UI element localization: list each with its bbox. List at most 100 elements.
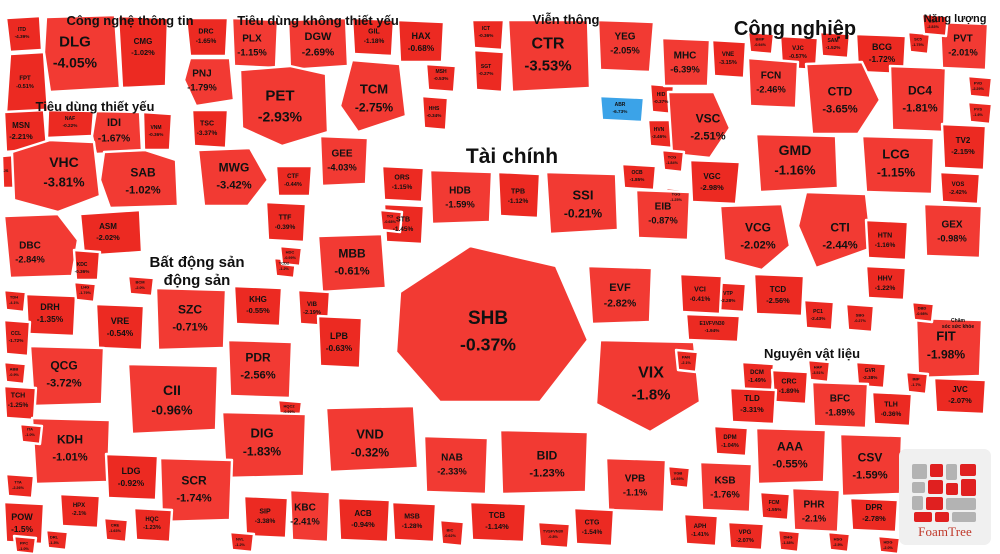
- treemap-cell[interactable]: [506, 18, 592, 94]
- treemap-cell[interactable]: [232, 284, 284, 328]
- treemap-cell[interactable]: [422, 434, 490, 496]
- treemap-cell[interactable]: [754, 132, 840, 194]
- treemap-cell[interactable]: [752, 272, 806, 318]
- treemap-cell[interactable]: [710, 38, 748, 80]
- treemap-cell[interactable]: [141, 110, 174, 152]
- treemap-cell[interactable]: [472, 48, 506, 94]
- treemap-cell[interactable]: [802, 298, 836, 332]
- treemap-cell[interactable]: [238, 64, 330, 148]
- treemap-cell[interactable]: [190, 108, 230, 150]
- treemap-cell[interactable]: [844, 302, 876, 334]
- treemap-cell[interactable]: [2, 500, 46, 546]
- treemap-cell[interactable]: [678, 272, 724, 316]
- treemap-cell[interactable]: [596, 18, 656, 74]
- treemap-cell[interactable]: [4, 14, 44, 54]
- treemap-cell[interactable]: [906, 30, 932, 56]
- treemap-cell[interactable]: [226, 338, 294, 400]
- treemap-cell[interactable]: [920, 12, 950, 38]
- treemap-cell[interactable]: [2, 288, 28, 314]
- treemap-cell[interactable]: [318, 134, 370, 188]
- treemap-cell[interactable]: [274, 164, 314, 198]
- treemap-cell[interactable]: [544, 170, 620, 236]
- treemap-cell[interactable]: [838, 432, 904, 498]
- treemap-cell[interactable]: [932, 376, 988, 416]
- treemap-cell[interactable]: [196, 146, 270, 208]
- treemap-cell[interactable]: [4, 472, 36, 500]
- treemap-cell[interactable]: [470, 18, 506, 52]
- treemap-cell[interactable]: [796, 190, 874, 270]
- treemap-cell[interactable]: [910, 300, 936, 324]
- treemap-cell[interactable]: [660, 148, 686, 174]
- cells-layer[interactable]: [0, 12, 994, 554]
- treemap-cell[interactable]: [938, 170, 982, 206]
- treemap-cell[interactable]: [746, 56, 800, 110]
- treemap-cell[interactable]: [184, 16, 230, 58]
- treemap-cell[interactable]: [126, 274, 156, 298]
- treemap-cell[interactable]: [712, 424, 750, 458]
- treemap-cell[interactable]: [58, 492, 102, 530]
- treemap-cell[interactable]: [536, 520, 572, 550]
- treemap-cell[interactable]: [420, 94, 450, 132]
- treemap-cell[interactable]: [684, 312, 742, 344]
- treemap-cell[interactable]: [338, 58, 408, 134]
- treemap-cell[interactable]: [286, 16, 350, 72]
- treemap-cell[interactable]: [904, 370, 930, 396]
- treemap-cell[interactable]: [336, 496, 392, 544]
- treemap-cell[interactable]: [394, 244, 590, 404]
- treemap-cell[interactable]: [938, 20, 990, 72]
- treemap-cell[interactable]: [876, 534, 902, 554]
- treemap-cell[interactable]: [860, 134, 936, 196]
- treemap-cell[interactable]: [316, 314, 364, 370]
- treemap-cell[interactable]: [380, 164, 426, 204]
- treemap-cell[interactable]: [350, 16, 396, 58]
- treemap-cell[interactable]: [966, 74, 994, 100]
- treemap-cell[interactable]: [104, 452, 160, 502]
- treemap-cell[interactable]: [746, 30, 776, 56]
- treemap-cell[interactable]: [78, 208, 144, 258]
- treemap-cell[interactable]: [2, 212, 80, 280]
- treemap-cell[interactable]: [94, 302, 146, 352]
- treemap-cell[interactable]: [726, 520, 766, 552]
- treemap-cell[interactable]: [12, 534, 38, 554]
- treemap-cell[interactable]: [666, 90, 732, 160]
- treemap-cell[interactable]: [28, 344, 106, 408]
- treemap-cell[interactable]: [864, 264, 908, 302]
- treemap-cell[interactable]: [2, 318, 32, 358]
- treemap-cell[interactable]: [242, 494, 290, 540]
- treemap-cell[interactable]: [2, 360, 28, 386]
- treemap-cell[interactable]: [914, 316, 984, 380]
- treemap-cell[interactable]: [740, 360, 776, 394]
- treemap-cell[interactable]: [10, 138, 102, 214]
- treemap-cell[interactable]: [126, 362, 220, 436]
- treemap-cell[interactable]: [44, 528, 70, 552]
- treemap-cell[interactable]: [468, 500, 528, 544]
- treemap-cell[interactable]: [42, 13, 122, 94]
- treemap-cell[interactable]: [864, 218, 910, 262]
- treemap-cell[interactable]: [826, 530, 852, 554]
- treemap-cell[interactable]: [776, 528, 802, 554]
- treemap-cell[interactable]: [228, 530, 256, 554]
- treemap-cell[interactable]: [598, 94, 646, 124]
- treemap-cell[interactable]: [154, 286, 228, 352]
- treemap-cell[interactable]: [770, 368, 810, 406]
- treemap-cell[interactable]: [220, 410, 308, 480]
- treemap-cell[interactable]: [278, 244, 304, 268]
- treemap-cell[interactable]: [72, 248, 102, 282]
- treemap-cell[interactable]: [940, 122, 988, 172]
- treemap-cell[interactable]: [888, 64, 948, 134]
- treemap-cell[interactable]: [18, 422, 44, 446]
- treemap-cell[interactable]: [966, 100, 994, 126]
- treemap-cell[interactable]: [594, 338, 702, 434]
- treemap-cell[interactable]: [132, 506, 174, 544]
- treemap-cell[interactable]: [182, 56, 236, 108]
- treemap-cell[interactable]: [158, 456, 234, 524]
- treemap-cell[interactable]: [396, 18, 446, 64]
- treemap-cell[interactable]: [324, 404, 420, 474]
- treemap-cell[interactable]: [698, 460, 754, 514]
- treemap-cell[interactable]: [688, 158, 742, 206]
- treemap-cell[interactable]: [102, 516, 130, 544]
- treemap-cell[interactable]: [604, 456, 668, 514]
- treemap-cell[interactable]: [378, 208, 404, 234]
- treemap-cell[interactable]: [316, 232, 388, 294]
